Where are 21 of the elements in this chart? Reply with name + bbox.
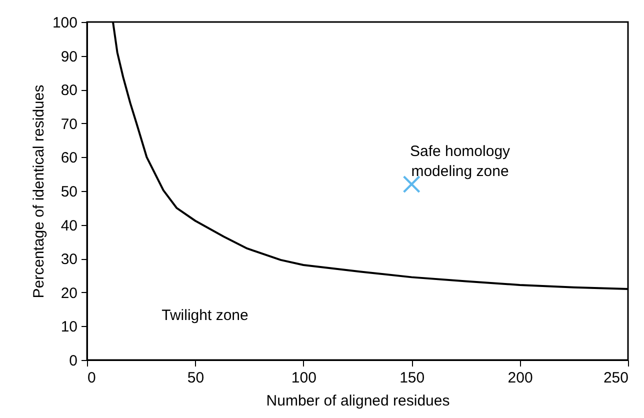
y-tick-label: 10 bbox=[60, 318, 78, 336]
x-tick-label: 50 bbox=[187, 370, 204, 386]
y-tick-label: 50 bbox=[60, 184, 78, 200]
y-tick-label: 100 bbox=[52, 14, 78, 32]
x-tick-label: 250 bbox=[603, 370, 628, 386]
y-tick-label: 70 bbox=[60, 116, 78, 133]
y-tick-label: 0 bbox=[69, 352, 78, 370]
annotation: Twilight zone bbox=[162, 307, 248, 324]
x-tick-label: 150 bbox=[400, 370, 425, 386]
y-tick-label: 80 bbox=[60, 82, 78, 100]
x-tick-label: 200 bbox=[508, 370, 533, 386]
y-tick-label: 90 bbox=[60, 48, 78, 66]
y-tick-label: 30 bbox=[60, 251, 78, 268]
y-tick-label: 60 bbox=[60, 150, 78, 167]
x-tick-label: 100 bbox=[291, 370, 316, 386]
x-tick-label: 0 bbox=[88, 370, 96, 386]
y-axis-title: Percentage of identical residues bbox=[30, 84, 48, 298]
x-axis-title: Number of aligned residues bbox=[266, 392, 450, 410]
annotation: Safe homology modeling zone bbox=[410, 143, 511, 180]
y-tick-label: 20 bbox=[60, 284, 78, 302]
y-tick-label: 40 bbox=[60, 217, 78, 234]
